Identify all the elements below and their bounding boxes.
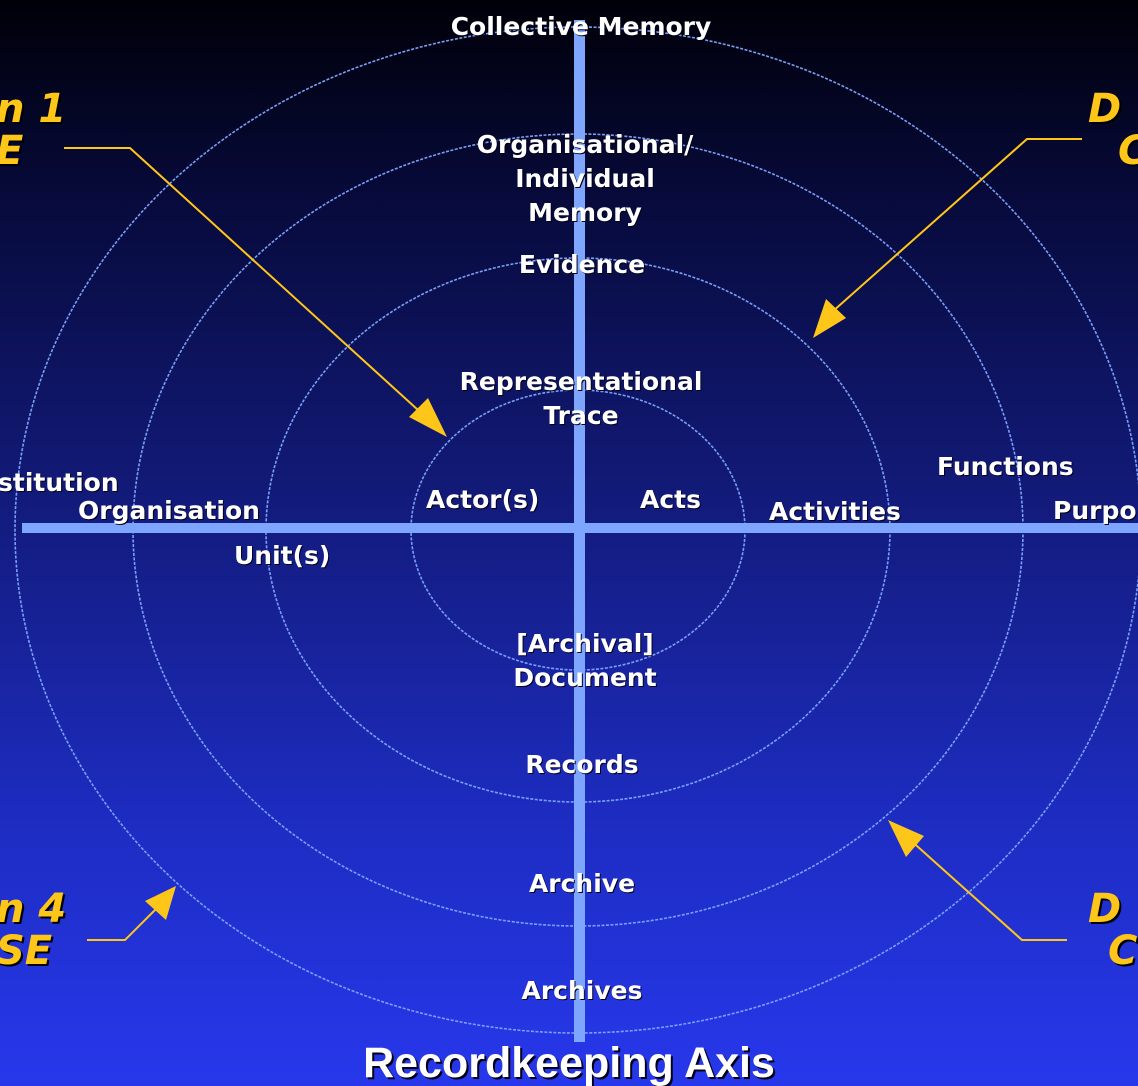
arrow-dimension-1 [64, 147, 447, 437]
arrow-head [813, 299, 846, 338]
label-activities: Activities [769, 497, 901, 526]
label-acts: Acts [640, 485, 701, 514]
label-line: Organisational/ [476, 130, 694, 159]
label-units: Unit(s) [234, 541, 331, 570]
label-organisational-memory: Organisational/ Individual Memory [477, 128, 694, 229]
arrow-head [409, 398, 447, 437]
dimension-line: n 1 [0, 86, 67, 132]
label-purpose: Purpo [1053, 496, 1137, 525]
label-line: Individual [515, 163, 655, 193]
horizontal-axis-line [22, 523, 1138, 533]
recordkeeping-axis-title: Recordkeeping Axis [363, 1039, 775, 1086]
arrow-head [888, 820, 924, 857]
dimension-line: E [0, 130, 66, 172]
dimension-4-label: n 4 SE [0, 888, 66, 972]
dimension-line: C [1108, 928, 1138, 974]
label-actors: Actor(s) [426, 485, 540, 514]
arrow-dimension-2 [813, 138, 1082, 338]
dimension-2-label: D C [1088, 88, 1138, 172]
label-archive: Archive [528, 869, 636, 898]
label-organisation: Organisation [78, 496, 260, 525]
dimension-line: C [1088, 130, 1138, 172]
label-records: Records [525, 750, 639, 779]
label-line: Representational [459, 367, 703, 396]
label-representational-trace: Representational Trace [460, 365, 703, 433]
label-functions: Functions [937, 452, 1074, 481]
label-line: [Archival] [516, 629, 654, 658]
arrow-head [145, 886, 176, 920]
arrow-dimension-3 [888, 820, 1067, 941]
label-archives: Archives [521, 976, 643, 1005]
label-evidence: Evidence [518, 250, 646, 279]
dimension-line: D [1088, 86, 1122, 132]
dimension-line: n 4 [0, 886, 67, 932]
dimension-line: SE [0, 928, 53, 974]
label-institution: stitution [0, 468, 119, 497]
label-collective-memory: Collective Memory [450, 12, 712, 41]
label-archival-document: [Archival] Document [513, 627, 656, 695]
arrow-dimension-4 [87, 886, 176, 941]
label-line: Trace [543, 400, 619, 430]
label-line: Memory [528, 197, 642, 227]
dimension-1-label: n 1 E [0, 88, 66, 172]
dimension-line: D [1088, 886, 1122, 932]
dimension-3-label: D C [1088, 888, 1137, 972]
label-line: Document [513, 662, 657, 692]
